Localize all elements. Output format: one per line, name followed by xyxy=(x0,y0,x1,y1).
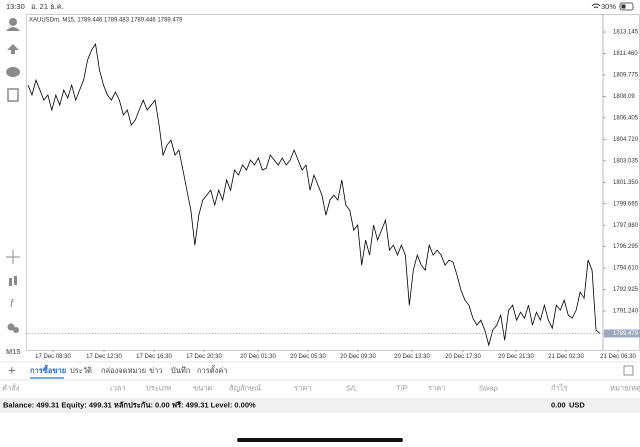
y-tick-label: 1803.035 xyxy=(613,158,639,164)
y-tick-label: 1792.925 xyxy=(613,287,639,293)
balance-bar xyxy=(0,398,640,413)
y-tick-label: 1806.405 xyxy=(613,115,639,121)
expand-icon[interactable] xyxy=(623,365,634,376)
battery-level: 30% xyxy=(601,2,616,11)
battery-fill xyxy=(621,4,626,9)
x-tick-label: 17 Dec 16:30 xyxy=(136,354,172,360)
chart-title: XAUUSDm, M15, 1789.446 1789.483 1789.446… xyxy=(29,18,183,24)
home-indicator xyxy=(237,438,403,442)
account-summary: Balance: 499.31 Equity: 499.31 หลักประกั… xyxy=(3,400,256,409)
x-tick-label: 17 Dec 12:30 xyxy=(86,354,122,360)
current-price-label: 1789.479 xyxy=(613,331,639,337)
timeframe-label[interactable]: M15 xyxy=(6,347,21,356)
function-icon[interactable]: f xyxy=(10,298,14,310)
x-tick-label: 20 Dec 17:30 xyxy=(445,354,481,360)
column-header: กำไร xyxy=(551,383,568,392)
y-tick-label: 1811.460 xyxy=(613,51,638,57)
y-tick-label: 1813.145 xyxy=(613,30,639,36)
battery-icon xyxy=(619,2,634,11)
status-time: 13:30 xyxy=(6,2,25,11)
x-tick-label: 20 Dec 13:30 xyxy=(394,354,430,360)
x-tick-label: 20 Dec 01:30 xyxy=(240,354,276,360)
column-header: T/P xyxy=(396,383,408,392)
status-date: อ. 21 ธ.ค. xyxy=(31,2,64,11)
account-icon-body xyxy=(6,27,20,31)
x-tick-label: 21 Dec 06:30 xyxy=(600,354,636,360)
column-header: ราคา xyxy=(428,383,445,392)
column-header: หมายเหตุ xyxy=(610,383,640,392)
tab[interactable]: การตั้งค่า xyxy=(197,365,228,375)
tab[interactable]: บันทึก xyxy=(171,366,190,375)
x-tick-label: 20 Dec 21:30 xyxy=(498,354,534,360)
y-tick-label: 1808.09 xyxy=(613,94,635,100)
x-tick-label: 17 Dec 20:30 xyxy=(186,354,222,360)
y-tick-label: 1801.350 xyxy=(613,180,639,186)
x-tick-label: 21 Dec 02:30 xyxy=(548,354,584,360)
y-tick-label: 1796.295 xyxy=(613,244,639,250)
column-header: เวลา xyxy=(110,383,126,392)
x-tick-label: 17 Dec 08:30 xyxy=(35,354,71,360)
account-icon[interactable] xyxy=(9,18,17,26)
column-header: สัญลักษณ์ xyxy=(229,383,261,392)
tab[interactable]: ประวัติ xyxy=(70,366,92,375)
column-header: ขนาด xyxy=(193,383,212,392)
toolbar-icons: f xyxy=(6,18,20,333)
tab[interactable]: การซื้อขาย xyxy=(30,364,66,375)
column-header: คำสั่ง xyxy=(2,382,20,392)
column-header: ประเภท xyxy=(146,383,171,392)
current-price-box xyxy=(604,329,640,338)
tab[interactable]: กล่องจดหมาย xyxy=(101,366,146,375)
objects-icon-2 xyxy=(13,327,19,333)
crosshair-icon[interactable] xyxy=(6,250,20,264)
chat-icon[interactable] xyxy=(6,67,20,77)
column-header: ราคา xyxy=(294,383,311,392)
x-tick-label: 20 Dec 05:30 xyxy=(290,354,326,360)
y-tick-label: 1791.240 xyxy=(613,309,639,315)
new-order-icon[interactable] xyxy=(7,88,19,102)
y-tick-label: 1797.980 xyxy=(613,223,639,229)
y-tick-label: 1809.775 xyxy=(613,73,639,79)
indicator-icon-bar xyxy=(14,276,17,285)
profit-total: 0.00 xyxy=(551,400,566,409)
tab[interactable]: ข่าว xyxy=(149,366,163,375)
trade-icon[interactable] xyxy=(7,44,19,54)
column-header: S/L xyxy=(346,383,357,392)
x-tick-label: 20 Dec 09:30 xyxy=(340,354,376,360)
currency: USD xyxy=(569,400,585,409)
y-tick-label: 1804.720 xyxy=(613,137,639,143)
price-line xyxy=(27,42,601,347)
wifi-icon xyxy=(591,3,601,9)
objects-icon[interactable] xyxy=(7,323,15,331)
y-tick-label: 1794.610 xyxy=(613,266,639,272)
column-header: Swap xyxy=(479,383,498,392)
y-tick-label: 1799.665 xyxy=(613,201,639,207)
indicator-icon[interactable] xyxy=(9,278,12,286)
add-button[interactable]: + xyxy=(8,362,16,377)
